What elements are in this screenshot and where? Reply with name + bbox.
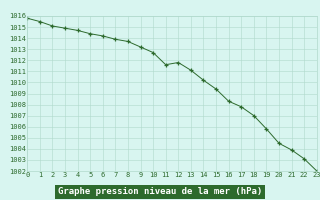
Text: Graphe pression niveau de la mer (hPa): Graphe pression niveau de la mer (hPa): [58, 188, 262, 196]
